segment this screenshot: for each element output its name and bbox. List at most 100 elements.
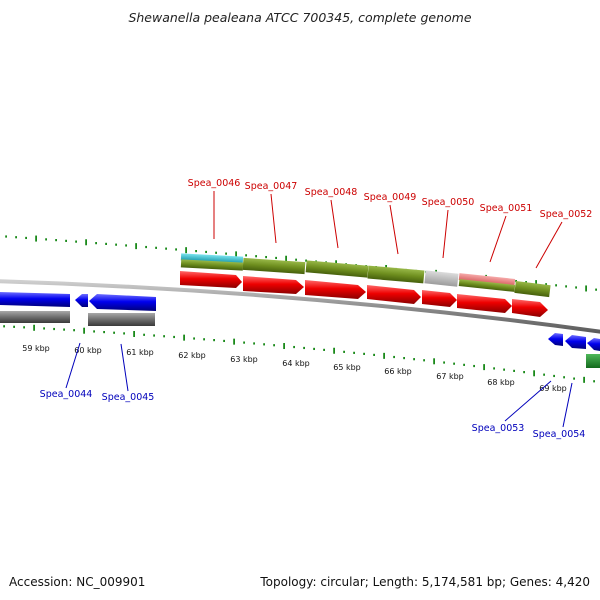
gc-tick [303,346,305,350]
feature-spea-0047[interactable] [242,257,306,275]
gc-tick [3,325,5,328]
gc-tick [353,351,355,354]
gene-label[interactable]: Spea_0054 [533,429,586,440]
gene-label[interactable]: Spea_0046 [188,178,241,189]
gene-label[interactable]: Spea_0053 [472,423,525,434]
gc-tick [253,342,255,345]
gc-tick [553,374,555,378]
gc-tick [63,328,65,331]
cds-spea-0054[interactable] [565,335,586,349]
page-title: Shewanella pealeana ATCC 700345, complet… [128,10,472,25]
cds-spea-0049[interactable] [367,285,421,304]
gc-tick [75,240,77,243]
gc-tick [35,235,37,242]
gc-tick [195,250,197,253]
gc-tick [45,238,47,241]
gc-tick [493,367,495,370]
scale-label: 59 kbp [22,344,50,353]
feature-spea-0046[interactable] [180,259,244,271]
gc-tick [443,361,445,364]
gc-tick [223,339,225,343]
gc-tick [215,251,217,254]
feature-spea-0045[interactable] [88,313,155,326]
cds-spea-0048[interactable] [305,280,366,299]
gene-label[interactable]: Spea_0047 [245,181,298,192]
cds-spea-0051[interactable] [457,294,512,313]
cds-spea-0055[interactable] [587,338,600,351]
gene-label[interactable]: Spea_0050 [422,197,475,208]
gc-tick [15,236,17,239]
gc-tick [133,330,135,337]
cds-spea-0047[interactable] [243,276,304,294]
scale-label: 67 kbp [436,372,464,381]
feature-spea-0050[interactable] [424,270,459,287]
scale-label: 68 kbp [487,378,515,387]
gene-label[interactable]: Spea_0048 [305,187,358,198]
gc-tick [173,335,175,339]
feature-green-block[interactable] [586,354,600,368]
leader-line [535,221,563,269]
gc-tick [243,341,245,344]
gc-tick [135,243,137,250]
scale-label: 64 kbp [282,359,310,368]
gc-tick [565,285,567,288]
gc-tick [83,327,85,334]
gc-tick [233,338,235,345]
feature-spea-0051-salmon[interactable] [458,273,516,286]
feature-spea-0051[interactable] [458,279,516,292]
gc-tick [383,352,385,359]
feature-spea-0044[interactable] [0,311,70,323]
leader-line [562,382,573,428]
gene-label[interactable]: Spea_0045 [102,392,155,403]
gc-tick [183,334,185,341]
feature-spea-0052[interactable] [514,280,551,298]
gc-tick [533,370,535,377]
gc-tick [125,244,127,247]
feature-spea-0048[interactable] [305,260,369,278]
gene-label[interactable]: Spea_0051 [480,203,533,214]
gc-tick [305,259,307,262]
leader-line [504,380,552,422]
gc-tick [343,350,345,353]
cds-spea-0044[interactable] [75,294,88,307]
genome-summary-label: Topology: circular; Length: 5,174,581 bp… [260,575,590,589]
gc-tick [175,248,177,251]
gc-tick [93,330,95,333]
feature-spea-0049[interactable] [367,265,425,284]
gc-tick [535,280,537,287]
cds-spea-0053[interactable] [548,333,563,346]
gc-tick [413,358,415,361]
gc-tick [105,242,107,245]
gc-tick [523,371,525,374]
forward-cds-track [180,271,548,317]
gc-tick [255,255,257,258]
cds-spea-0046[interactable] [180,271,242,288]
gc-tick [203,338,205,341]
cds-spea-0050[interactable] [422,290,457,307]
gc-tick [73,329,75,332]
gc-tick [25,236,27,240]
gene-label[interactable]: Spea_0052 [540,209,593,220]
accession-label: Accession: NC_009901 [9,575,146,589]
gene-label[interactable]: Spea_0049 [364,192,417,203]
gc-tick [145,245,147,249]
gc-tick [265,255,267,259]
scale-label: 63 kbp [230,355,258,364]
gc-tick [595,288,597,291]
gc-tick [585,285,587,292]
cds-spea-0043[interactable] [0,292,70,307]
gc-tick [583,376,585,383]
gc-tick [153,334,155,337]
gc-tick [273,344,275,347]
cds-spea-0045[interactable] [89,294,156,311]
gc-tick [275,256,277,260]
gene-label[interactable]: Spea_0044 [40,389,93,400]
gc-tick [483,364,485,371]
gc-tick [5,235,7,238]
gc-tick [363,352,365,355]
gc-tick [163,335,165,338]
cds-spea-0052[interactable] [512,299,548,317]
gc-tick [575,286,577,289]
gc-tick [473,364,475,368]
